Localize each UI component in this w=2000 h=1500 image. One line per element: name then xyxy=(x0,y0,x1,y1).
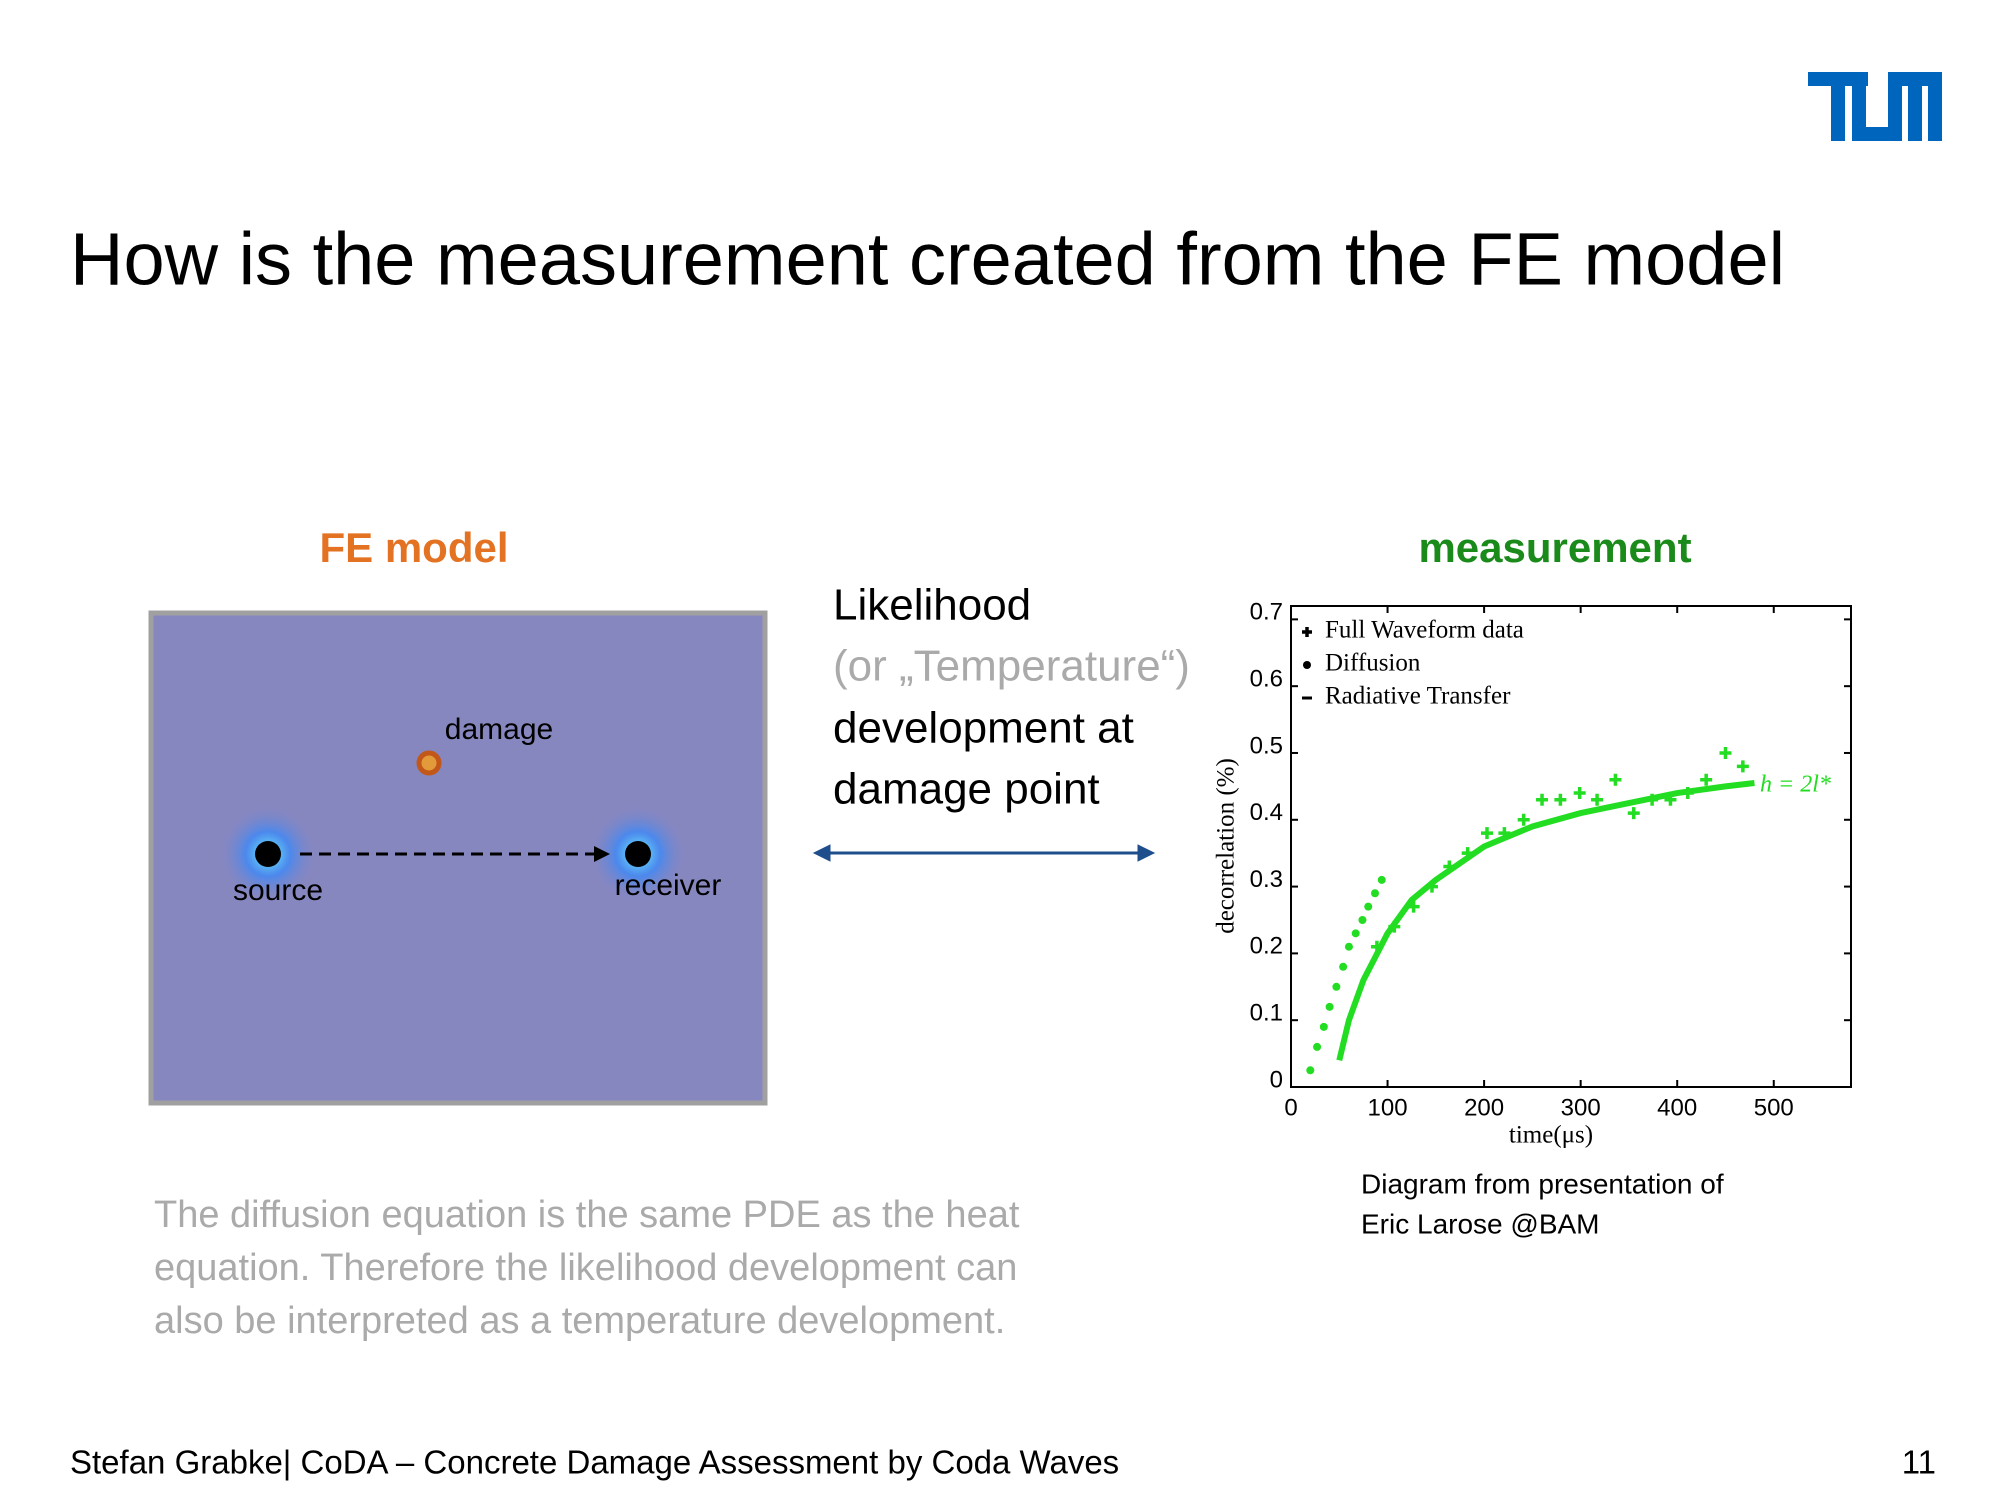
note-line: equation. Therefore the likelihood devel… xyxy=(154,1247,1017,1289)
data-point xyxy=(1736,760,1749,773)
x-tick-label: 200 xyxy=(1464,1094,1504,1121)
source-label: source xyxy=(233,874,323,907)
plot-frame xyxy=(1290,605,1852,1088)
legend-symbol xyxy=(1302,627,1312,637)
legend-symbol xyxy=(1303,661,1311,669)
data-point xyxy=(1719,746,1732,759)
data-point xyxy=(1325,1002,1334,1011)
annotation: h = 2l* xyxy=(1760,772,1831,798)
measurement-heading: measurement xyxy=(1418,524,1691,571)
caption: Eric Larose @BAM xyxy=(1361,1208,1600,1239)
slide-title: How is the measurement created from the … xyxy=(70,218,1785,301)
likelihood-line: (or „Temperature“) xyxy=(833,642,1190,691)
data-point xyxy=(1536,793,1549,806)
tum-logo xyxy=(1808,72,1942,141)
x-tick-label: 500 xyxy=(1754,1094,1794,1121)
legend-label: Full Waveform data xyxy=(1325,617,1524,644)
arrow-head xyxy=(594,846,610,862)
double-arrow xyxy=(812,844,1156,862)
y-axis-label: decorrelation (%) xyxy=(1213,758,1240,934)
y-tick-label: 0.5 xyxy=(1250,732,1283,759)
note-line: The diffusion equation is the same PDE a… xyxy=(154,1194,1020,1236)
data-point xyxy=(1351,929,1360,938)
likelihood-line: Likelihood xyxy=(833,581,1031,630)
data-point xyxy=(1313,1042,1322,1051)
data-point xyxy=(1344,942,1353,951)
y-tick-label: 0.6 xyxy=(1250,666,1283,693)
series-line xyxy=(1336,780,1755,1061)
likelihood-line: development at xyxy=(833,704,1134,753)
data-point xyxy=(1573,787,1586,800)
data-point xyxy=(1627,807,1640,820)
y-tick-label: 0 xyxy=(1270,1066,1283,1093)
data-point xyxy=(1371,889,1379,898)
y-tick-label: 0.1 xyxy=(1250,1000,1283,1027)
receiver-label: receiver xyxy=(615,869,722,902)
footer-text: Stefan Grabke| CoDA – Concrete Damage As… xyxy=(70,1444,1119,1481)
x-tick-label: 400 xyxy=(1657,1094,1697,1121)
damage-point xyxy=(416,750,442,776)
data-point xyxy=(1591,793,1604,806)
data-point xyxy=(1609,773,1622,786)
x-tick-label: 300 xyxy=(1561,1094,1601,1121)
y-tick-label: 0.7 xyxy=(1250,599,1283,626)
data-point xyxy=(1517,813,1530,826)
y-tick-label: 0.4 xyxy=(1250,799,1283,826)
x-tick-label: 100 xyxy=(1368,1094,1408,1121)
damage-label: damage xyxy=(445,713,553,746)
data-point xyxy=(1319,1022,1328,1031)
source-point xyxy=(255,841,281,867)
fe-heading: FE model xyxy=(319,524,508,571)
data-point xyxy=(1306,1066,1315,1075)
data-point xyxy=(1700,773,1713,786)
data-point xyxy=(1554,793,1567,806)
legend-label: Radiative Transfer xyxy=(1325,683,1511,710)
data-point xyxy=(1481,827,1493,840)
chart: 0 0.1 0.2 0.3 0.4 0.5 0.6 0.7 0 100 200 300 400 500 ti… xyxy=(1213,599,1852,1149)
likelihood-line: damage point xyxy=(833,765,1100,814)
data-point xyxy=(1339,962,1348,971)
x-axis-label: time(μs) xyxy=(1509,1122,1593,1149)
data-point xyxy=(1332,982,1341,991)
data-point xyxy=(1377,875,1386,884)
note-line: also be interpreted as a temperature dev… xyxy=(154,1300,1005,1342)
data-point xyxy=(1364,902,1373,911)
data-point xyxy=(1358,915,1367,924)
caption: Diagram from presentation of xyxy=(1361,1168,1724,1199)
y-tick-label: 0.3 xyxy=(1250,866,1283,893)
x-tick-label: 0 xyxy=(1284,1094,1297,1121)
legend-label: Diffusion xyxy=(1325,650,1421,677)
y-tick-label: 0.2 xyxy=(1250,933,1283,960)
page-number: 11 xyxy=(1902,1444,1936,1481)
receiver-point xyxy=(625,841,651,867)
